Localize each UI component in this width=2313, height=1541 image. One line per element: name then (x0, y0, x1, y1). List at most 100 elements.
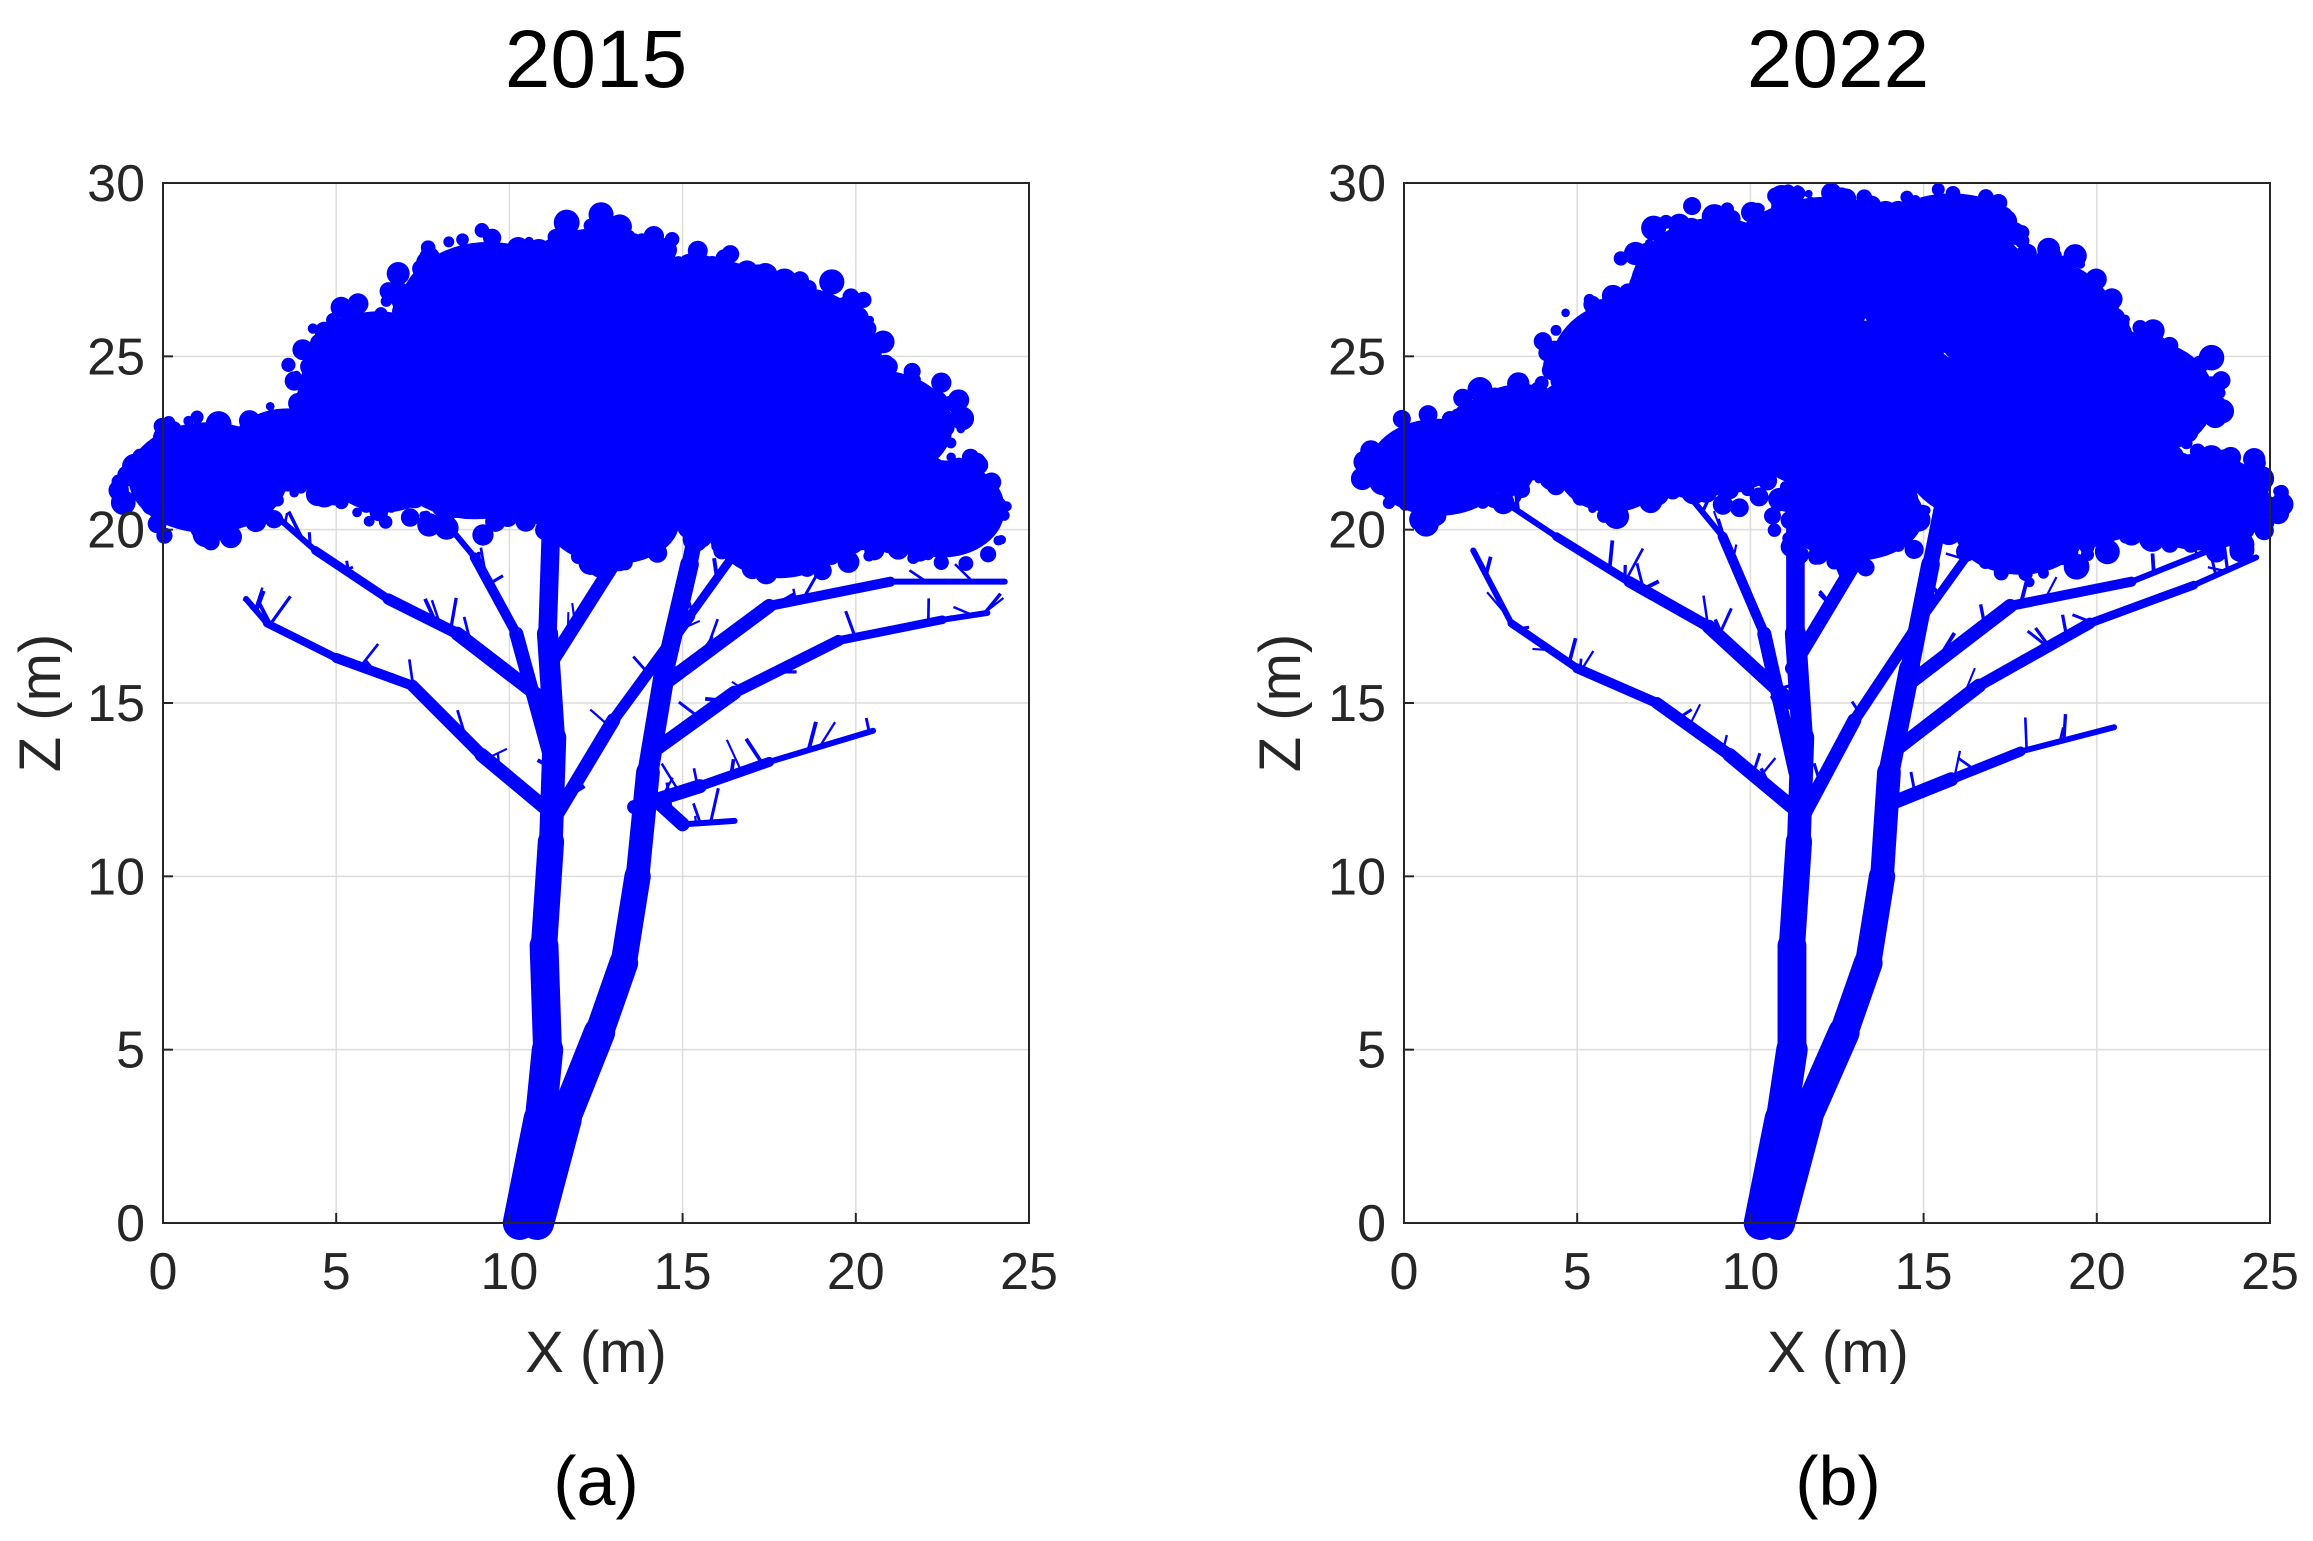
twig (493, 666, 507, 673)
y-tick-label: 20 (87, 502, 145, 560)
foliage-point (1965, 227, 1984, 245)
foliage-point (508, 461, 526, 479)
twig (1607, 540, 1615, 570)
foliage-point (1534, 376, 1549, 391)
foliage-point (1431, 514, 1444, 526)
foliage-point (1834, 187, 1849, 203)
foliage-point (501, 403, 510, 412)
foliage-point (2014, 225, 2030, 241)
foliage-point (807, 482, 833, 508)
foliage-point (499, 333, 518, 352)
foliage-point (1481, 460, 1490, 470)
twig (1919, 571, 1941, 596)
foliage-point (1842, 324, 1855, 337)
x-tick-label: 5 (322, 1243, 351, 1301)
y-axis-ticks: 0 5 10 15 20 25 30 (87, 155, 173, 1253)
foliage-point (1476, 495, 1490, 509)
foliage-point (415, 372, 425, 382)
twig (566, 612, 570, 637)
foliage-point (1987, 229, 2008, 250)
twig (1953, 750, 1962, 779)
foliage-point (844, 557, 854, 567)
twig (1688, 703, 1702, 727)
panel-b: 2022 0 5 10 15 20 25 0 5 10 15 20 25 30 X (m) Z (m)… (1248, 14, 2299, 1520)
foliage-point (636, 233, 648, 245)
foliage-point (388, 328, 401, 341)
twig (1896, 736, 1909, 750)
foliage-point (1973, 349, 1998, 373)
twig (694, 815, 698, 824)
twig (692, 802, 702, 824)
chart-title: 2022 (1747, 14, 1929, 105)
twig (448, 597, 458, 631)
foliage-point (2157, 468, 2170, 481)
foliage-point (387, 379, 405, 397)
foliage-point (1978, 555, 1993, 569)
foliage-point (454, 353, 475, 375)
foliage-point (903, 362, 921, 381)
twig (390, 672, 409, 686)
twig (2150, 553, 2156, 573)
foliage-point (2061, 380, 2081, 400)
foliage-point (2148, 418, 2170, 440)
foliage-point (2048, 414, 2064, 430)
foliage-point (1546, 476, 1566, 496)
foliage-point (1609, 364, 1634, 389)
twig (1887, 787, 1895, 805)
twig (423, 598, 438, 624)
foliage-point (133, 486, 143, 497)
foliage-point (623, 303, 633, 313)
foliage-point (933, 554, 949, 570)
twig (541, 784, 549, 807)
foliage-point (2160, 452, 2171, 463)
twig (2089, 583, 2098, 591)
twig (621, 509, 633, 522)
foliage-point (1382, 496, 1396, 510)
twig (804, 652, 820, 659)
twig (739, 518, 759, 525)
foliage-point (813, 377, 836, 400)
foliage-point (2120, 314, 2130, 324)
twig (693, 636, 714, 662)
y-tick-label: 10 (87, 848, 145, 906)
twig (361, 583, 371, 589)
y-axis-ticks: 0 5 10 15 20 25 30 (1328, 155, 1414, 1253)
x-tick-label: 10 (480, 1243, 538, 1301)
twig (434, 476, 449, 512)
foliage-point (993, 535, 1004, 546)
foliage-point (2025, 370, 2052, 397)
foliage-point (1514, 372, 1528, 386)
y-tick-label: 25 (1328, 328, 1386, 386)
foliage-point (1880, 398, 1899, 417)
twig (559, 777, 577, 809)
foliage-point (474, 223, 490, 238)
canopy-cluster (547, 481, 680, 565)
foliage-point (2199, 445, 2224, 470)
foliage-point (2261, 517, 2275, 530)
foliage-point (2098, 292, 2116, 311)
twig (709, 787, 720, 823)
foliage-point (334, 495, 349, 510)
panel-label: (b) (1795, 1442, 1881, 1520)
foliage-point (524, 236, 534, 246)
foliage-point (1740, 482, 1755, 497)
branch-segment (640, 685, 742, 762)
twig (1807, 794, 1820, 807)
twig (1567, 637, 1578, 664)
foliage-point (1730, 498, 1749, 518)
twig (268, 595, 292, 626)
foliage-point (1912, 352, 1932, 371)
foliage-point (385, 501, 397, 513)
foliage-point (284, 371, 304, 391)
foliage-point (860, 412, 870, 422)
twig (1757, 757, 1777, 780)
foliage-point (487, 358, 504, 375)
foliage-point (1647, 440, 1670, 463)
foliage-point (2148, 505, 2170, 527)
foliage-point (511, 351, 525, 364)
trunk-segment (1790, 1016, 1860, 1135)
foliage-point (1998, 437, 2024, 462)
foliage-point (424, 435, 447, 458)
twig (665, 782, 674, 816)
foliage-point (1360, 440, 1382, 462)
